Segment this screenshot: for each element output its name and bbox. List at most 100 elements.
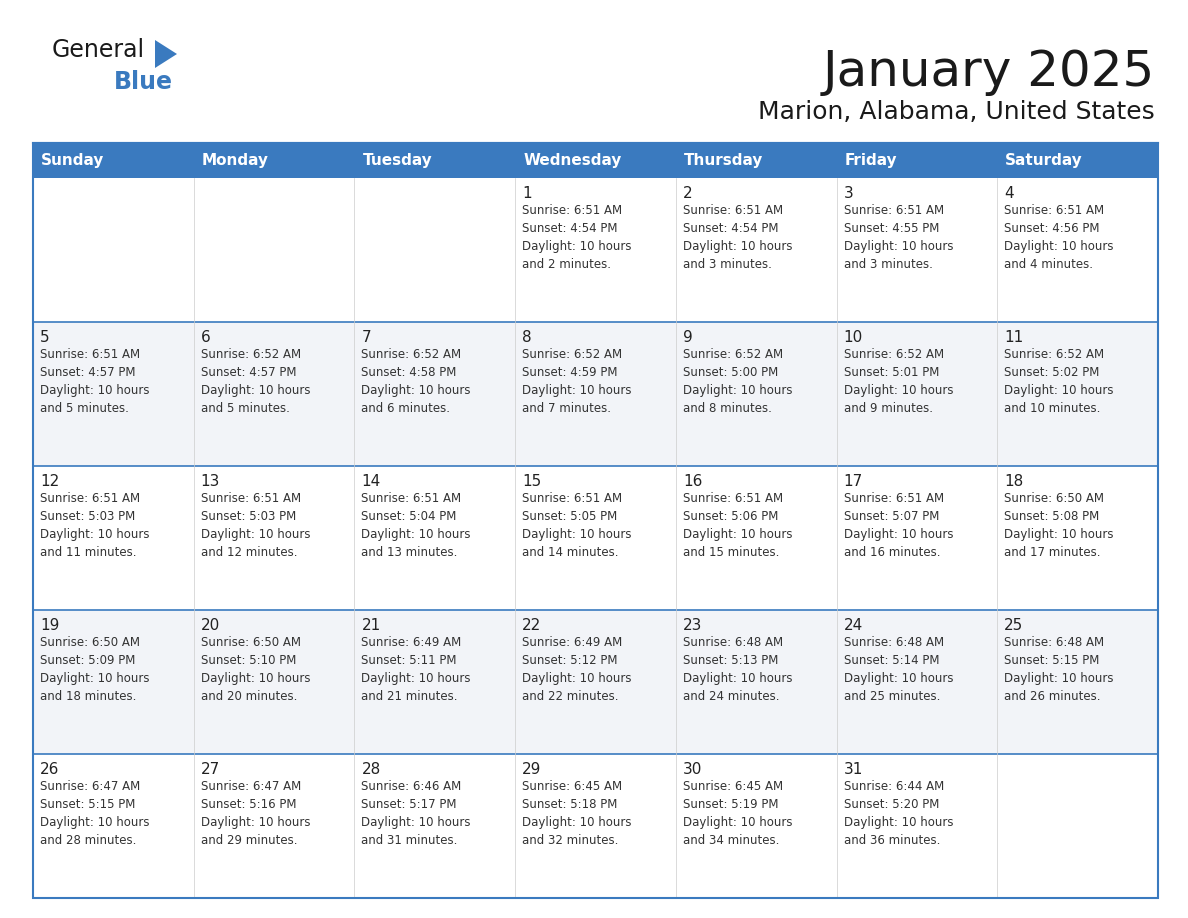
Text: Sunrise: 6:50 AM
Sunset: 5:09 PM
Daylight: 10 hours
and 18 minutes.: Sunrise: 6:50 AM Sunset: 5:09 PM Dayligh… (40, 636, 150, 703)
Text: 14: 14 (361, 474, 380, 489)
Text: Sunrise: 6:45 AM
Sunset: 5:18 PM
Daylight: 10 hours
and 32 minutes.: Sunrise: 6:45 AM Sunset: 5:18 PM Dayligh… (523, 780, 632, 847)
Text: Sunrise: 6:52 AM
Sunset: 5:00 PM
Daylight: 10 hours
and 8 minutes.: Sunrise: 6:52 AM Sunset: 5:00 PM Dayligh… (683, 348, 792, 415)
Text: 29: 29 (523, 762, 542, 777)
Bar (676, 143, 836, 178)
Text: 12: 12 (40, 474, 59, 489)
Bar (676, 466, 836, 610)
Bar (836, 466, 997, 610)
Text: January 2025: January 2025 (823, 48, 1155, 96)
Text: 10: 10 (843, 330, 862, 345)
Text: 28: 28 (361, 762, 380, 777)
Text: 9: 9 (683, 330, 693, 345)
Text: Saturday: Saturday (1005, 153, 1083, 168)
Text: 25: 25 (1004, 618, 1024, 633)
Text: Tuesday: Tuesday (362, 153, 432, 168)
Text: 18: 18 (1004, 474, 1024, 489)
Text: 22: 22 (523, 618, 542, 633)
Text: 17: 17 (843, 474, 862, 489)
Bar (33, 322, 194, 466)
Bar (194, 322, 354, 466)
Text: Sunrise: 6:46 AM
Sunset: 5:17 PM
Daylight: 10 hours
and 31 minutes.: Sunrise: 6:46 AM Sunset: 5:17 PM Dayligh… (361, 780, 470, 847)
Text: Sunrise: 6:48 AM
Sunset: 5:15 PM
Daylight: 10 hours
and 26 minutes.: Sunrise: 6:48 AM Sunset: 5:15 PM Dayligh… (1004, 636, 1114, 703)
Bar (997, 610, 1158, 754)
Bar (33, 610, 194, 754)
Text: Sunrise: 6:51 AM
Sunset: 5:04 PM
Daylight: 10 hours
and 13 minutes.: Sunrise: 6:51 AM Sunset: 5:04 PM Dayligh… (361, 492, 470, 559)
Bar (354, 143, 516, 178)
Text: Sunrise: 6:51 AM
Sunset: 4:54 PM
Daylight: 10 hours
and 3 minutes.: Sunrise: 6:51 AM Sunset: 4:54 PM Dayligh… (683, 204, 792, 271)
Bar (997, 143, 1158, 178)
Bar (836, 754, 997, 898)
Text: General: General (52, 38, 145, 62)
Bar (33, 143, 194, 178)
Bar (516, 466, 676, 610)
Bar (354, 178, 516, 322)
Text: 4: 4 (1004, 186, 1013, 201)
Text: 8: 8 (523, 330, 532, 345)
Bar (676, 322, 836, 466)
Text: Sunrise: 6:47 AM
Sunset: 5:16 PM
Daylight: 10 hours
and 29 minutes.: Sunrise: 6:47 AM Sunset: 5:16 PM Dayligh… (201, 780, 310, 847)
Bar (194, 178, 354, 322)
Text: Sunday: Sunday (42, 153, 105, 168)
Bar (516, 754, 676, 898)
Text: 27: 27 (201, 762, 220, 777)
Text: 5: 5 (40, 330, 50, 345)
Text: Monday: Monday (202, 153, 268, 168)
Text: Sunrise: 6:51 AM
Sunset: 4:56 PM
Daylight: 10 hours
and 4 minutes.: Sunrise: 6:51 AM Sunset: 4:56 PM Dayligh… (1004, 204, 1114, 271)
Text: Marion, Alabama, United States: Marion, Alabama, United States (758, 100, 1155, 124)
Bar (354, 754, 516, 898)
Text: 11: 11 (1004, 330, 1024, 345)
Text: Sunrise: 6:51 AM
Sunset: 5:05 PM
Daylight: 10 hours
and 14 minutes.: Sunrise: 6:51 AM Sunset: 5:05 PM Dayligh… (523, 492, 632, 559)
Bar (836, 610, 997, 754)
Text: 16: 16 (683, 474, 702, 489)
Bar (516, 143, 676, 178)
Text: 21: 21 (361, 618, 380, 633)
Text: Sunrise: 6:52 AM
Sunset: 4:59 PM
Daylight: 10 hours
and 7 minutes.: Sunrise: 6:52 AM Sunset: 4:59 PM Dayligh… (523, 348, 632, 415)
Bar (997, 322, 1158, 466)
Text: Sunrise: 6:50 AM
Sunset: 5:10 PM
Daylight: 10 hours
and 20 minutes.: Sunrise: 6:50 AM Sunset: 5:10 PM Dayligh… (201, 636, 310, 703)
Bar (516, 322, 676, 466)
Text: 30: 30 (683, 762, 702, 777)
Bar (33, 178, 194, 322)
Text: Sunrise: 6:51 AM
Sunset: 4:57 PM
Daylight: 10 hours
and 5 minutes.: Sunrise: 6:51 AM Sunset: 4:57 PM Dayligh… (40, 348, 150, 415)
Bar (836, 178, 997, 322)
Text: Sunrise: 6:49 AM
Sunset: 5:11 PM
Daylight: 10 hours
and 21 minutes.: Sunrise: 6:49 AM Sunset: 5:11 PM Dayligh… (361, 636, 470, 703)
Text: 7: 7 (361, 330, 371, 345)
Text: Sunrise: 6:51 AM
Sunset: 4:54 PM
Daylight: 10 hours
and 2 minutes.: Sunrise: 6:51 AM Sunset: 4:54 PM Dayligh… (523, 204, 632, 271)
Text: Sunrise: 6:48 AM
Sunset: 5:14 PM
Daylight: 10 hours
and 25 minutes.: Sunrise: 6:48 AM Sunset: 5:14 PM Dayligh… (843, 636, 953, 703)
Text: Sunrise: 6:51 AM
Sunset: 5:03 PM
Daylight: 10 hours
and 12 minutes.: Sunrise: 6:51 AM Sunset: 5:03 PM Dayligh… (201, 492, 310, 559)
Text: 6: 6 (201, 330, 210, 345)
Text: Sunrise: 6:44 AM
Sunset: 5:20 PM
Daylight: 10 hours
and 36 minutes.: Sunrise: 6:44 AM Sunset: 5:20 PM Dayligh… (843, 780, 953, 847)
Bar (33, 143, 1158, 898)
Text: Sunrise: 6:52 AM
Sunset: 4:58 PM
Daylight: 10 hours
and 6 minutes.: Sunrise: 6:52 AM Sunset: 4:58 PM Dayligh… (361, 348, 470, 415)
Bar (997, 754, 1158, 898)
Text: Sunrise: 6:51 AM
Sunset: 5:06 PM
Daylight: 10 hours
and 15 minutes.: Sunrise: 6:51 AM Sunset: 5:06 PM Dayligh… (683, 492, 792, 559)
Text: 3: 3 (843, 186, 853, 201)
Bar (194, 143, 354, 178)
Text: 13: 13 (201, 474, 220, 489)
Text: Sunrise: 6:48 AM
Sunset: 5:13 PM
Daylight: 10 hours
and 24 minutes.: Sunrise: 6:48 AM Sunset: 5:13 PM Dayligh… (683, 636, 792, 703)
Bar (997, 466, 1158, 610)
Text: 15: 15 (523, 474, 542, 489)
Text: 1: 1 (523, 186, 532, 201)
Text: Blue: Blue (114, 70, 173, 94)
Text: 31: 31 (843, 762, 862, 777)
Text: Sunrise: 6:51 AM
Sunset: 4:55 PM
Daylight: 10 hours
and 3 minutes.: Sunrise: 6:51 AM Sunset: 4:55 PM Dayligh… (843, 204, 953, 271)
Bar (516, 610, 676, 754)
Text: Sunrise: 6:52 AM
Sunset: 5:02 PM
Daylight: 10 hours
and 10 minutes.: Sunrise: 6:52 AM Sunset: 5:02 PM Dayligh… (1004, 348, 1114, 415)
Bar (836, 143, 997, 178)
Bar (676, 754, 836, 898)
Text: Wednesday: Wednesday (523, 153, 621, 168)
Text: Sunrise: 6:45 AM
Sunset: 5:19 PM
Daylight: 10 hours
and 34 minutes.: Sunrise: 6:45 AM Sunset: 5:19 PM Dayligh… (683, 780, 792, 847)
Bar (676, 610, 836, 754)
Bar (33, 466, 194, 610)
Bar (354, 610, 516, 754)
Text: Sunrise: 6:50 AM
Sunset: 5:08 PM
Daylight: 10 hours
and 17 minutes.: Sunrise: 6:50 AM Sunset: 5:08 PM Dayligh… (1004, 492, 1114, 559)
Polygon shape (154, 40, 177, 68)
Text: 23: 23 (683, 618, 702, 633)
Bar (194, 610, 354, 754)
Text: Friday: Friday (845, 153, 897, 168)
Bar (354, 466, 516, 610)
Bar (194, 754, 354, 898)
Bar (194, 466, 354, 610)
Bar (354, 322, 516, 466)
